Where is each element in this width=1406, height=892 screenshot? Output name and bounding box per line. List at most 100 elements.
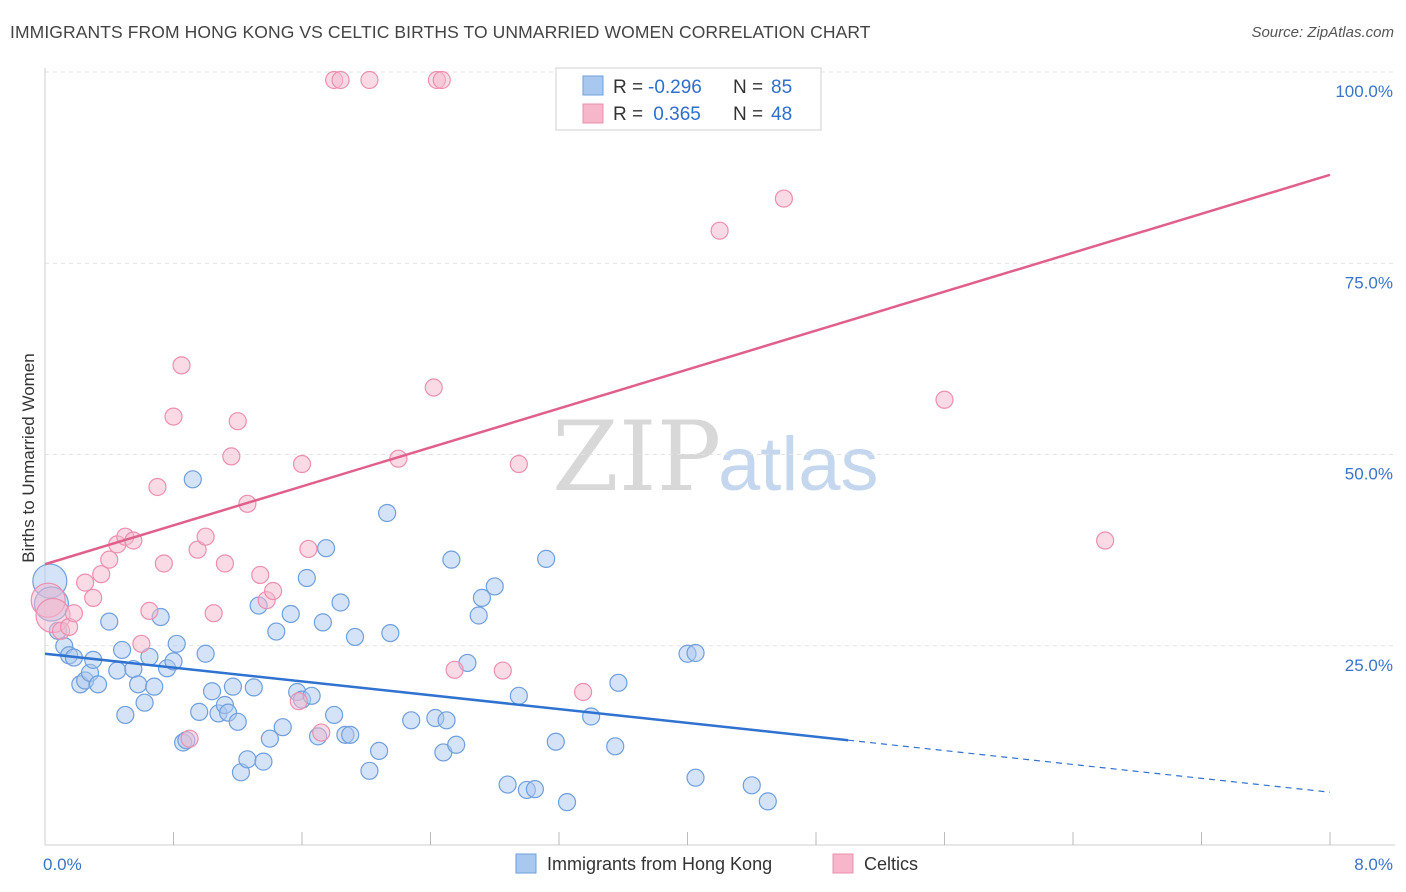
trend-line-celtics	[44, 173, 1331, 566]
data-point	[381, 623, 400, 643]
data-point	[758, 792, 777, 811]
data-point	[1096, 531, 1115, 550]
data-point	[485, 577, 504, 596]
data-point	[167, 634, 186, 653]
legend-n-value-celtics: 48	[771, 104, 792, 125]
data-point	[129, 675, 148, 694]
data-point	[378, 503, 397, 523]
watermark-zip: ZIP	[552, 401, 721, 513]
data-point	[493, 661, 512, 680]
data-point	[498, 775, 517, 794]
data-point	[312, 723, 331, 742]
data-point	[472, 588, 491, 608]
data-point	[509, 454, 528, 474]
legend-r-label-celtics: R =	[613, 104, 643, 125]
data-point	[132, 634, 151, 653]
data-point	[164, 652, 183, 671]
data-point	[100, 612, 119, 631]
data-point	[331, 593, 350, 612]
data-point	[108, 661, 127, 680]
data-point	[100, 550, 119, 569]
axes	[44, 68, 1395, 846]
data-point	[180, 729, 199, 748]
data-point	[92, 565, 111, 584]
data-point	[325, 705, 344, 725]
data-point	[345, 627, 365, 647]
data-point	[292, 454, 312, 474]
data-point	[196, 644, 215, 663]
legend-swatch-celtics	[582, 103, 604, 124]
data-point	[196, 527, 215, 546]
series-celtics-points	[30, 70, 1115, 748]
data-point	[238, 750, 257, 769]
y-tick-label: 50.0%	[1345, 465, 1393, 484]
data-point	[447, 735, 466, 754]
data-point	[289, 692, 308, 711]
y-tick-label: 25.0%	[1345, 656, 1393, 675]
data-point	[606, 737, 625, 756]
data-point	[228, 712, 247, 731]
data-point	[370, 741, 389, 761]
x-tick-labels: 0.0% 8.0%	[43, 855, 1393, 874]
data-point	[148, 477, 167, 497]
series-legend: Immigrants from Hong Kong Celtics	[515, 853, 918, 874]
data-point	[254, 752, 273, 771]
data-point	[172, 356, 191, 375]
watermark-atlas: atlas	[718, 422, 879, 507]
data-point	[145, 677, 164, 696]
data-point	[609, 673, 628, 692]
data-point	[360, 761, 379, 780]
stats-legend: R = -0.296 N = 85 R = 0.365 N = 48	[555, 67, 822, 131]
data-point	[437, 711, 456, 730]
data-point	[509, 686, 528, 705]
data-point	[84, 588, 103, 608]
data-point	[546, 732, 565, 751]
data-point	[537, 549, 556, 568]
legend-n-value-hk: 85	[771, 77, 792, 98]
data-point	[774, 189, 793, 208]
data-point	[273, 718, 292, 737]
legend-swatch-hong-kong	[582, 75, 604, 96]
data-point	[297, 568, 316, 588]
data-point	[263, 581, 283, 601]
data-point	[140, 601, 159, 621]
series-legend-label-celtics: Celtics	[864, 854, 918, 874]
data-point	[228, 412, 247, 431]
data-point	[204, 604, 223, 623]
data-point	[64, 604, 84, 623]
data-point	[88, 675, 108, 694]
legend-r-label-hk: R =	[613, 77, 643, 98]
data-point	[183, 470, 202, 489]
data-point	[710, 221, 729, 240]
data-point	[341, 725, 360, 744]
data-point	[223, 677, 243, 696]
trend-lines	[44, 173, 1331, 793]
y-tick-label: 75.0%	[1345, 273, 1393, 292]
x-tick-label: 0.0%	[43, 855, 82, 874]
data-point	[316, 539, 336, 558]
data-point	[222, 447, 241, 466]
data-point	[281, 604, 300, 624]
data-point	[402, 711, 421, 730]
data-point	[582, 707, 601, 726]
data-point	[154, 554, 173, 573]
trend-line-hong-kong-extension	[848, 739, 1331, 793]
legend-n-label-celtics: N =	[733, 104, 763, 125]
data-point	[331, 70, 350, 90]
legend-r-value-hk: -0.296	[648, 77, 702, 98]
data-point	[445, 660, 464, 679]
y-tick-label: 100.0%	[1335, 82, 1393, 101]
data-point	[135, 693, 154, 712]
x-tick-label: 8.0%	[1354, 855, 1393, 874]
data-point	[76, 573, 95, 592]
source-credit: Source: ZipAtlas.com	[1251, 24, 1394, 41]
data-point	[267, 622, 286, 641]
data-point	[299, 539, 318, 559]
data-point	[112, 640, 132, 660]
data-point	[215, 554, 234, 573]
data-point	[202, 682, 222, 701]
trend-line-hong-kong	[44, 652, 849, 742]
data-point	[469, 606, 488, 625]
y-tick-labels: 25.0% 50.0% 75.0% 100.0%	[1335, 82, 1393, 675]
